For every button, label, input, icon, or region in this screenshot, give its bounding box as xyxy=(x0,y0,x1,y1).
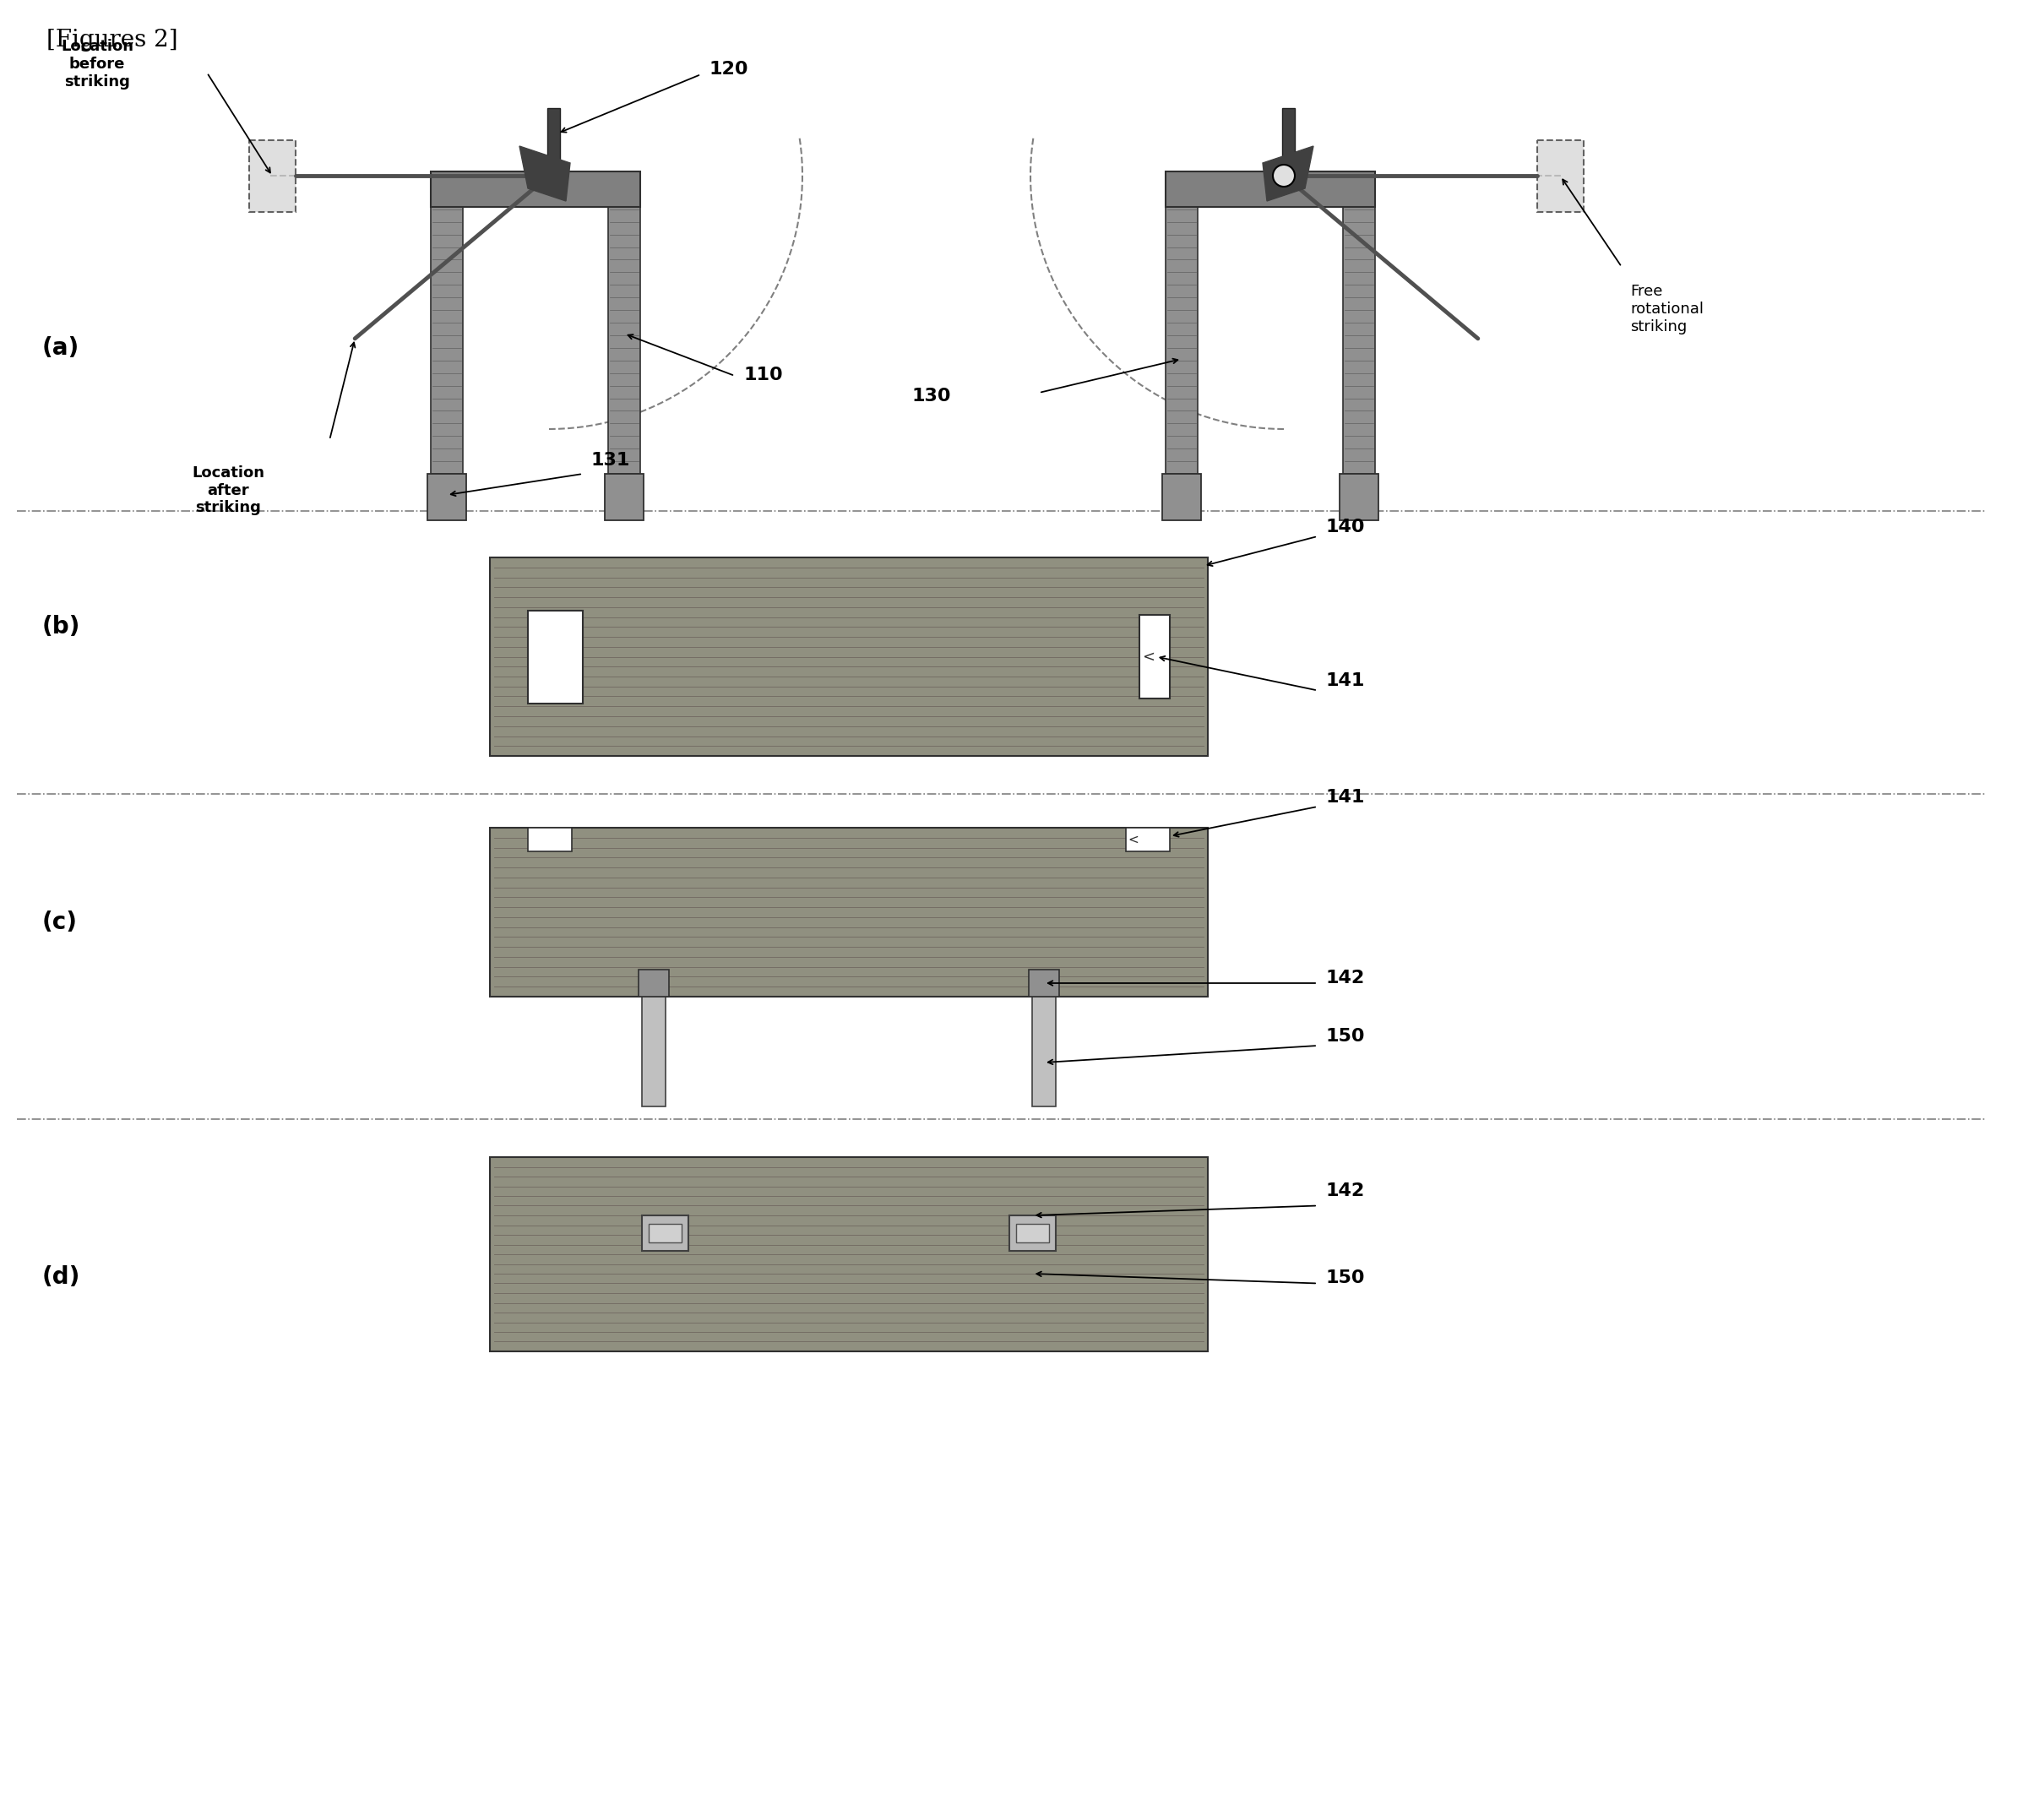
Bar xyxy=(1141,614,1169,699)
Bar xyxy=(648,1224,681,1242)
Text: 150: 150 xyxy=(1327,1028,1365,1044)
Circle shape xyxy=(1273,165,1294,186)
Text: Location
after
striking: Location after striking xyxy=(192,465,264,516)
Bar xyxy=(1010,1215,1057,1251)
Text: 142: 142 xyxy=(1327,970,1365,986)
Bar xyxy=(491,1157,1208,1352)
Bar xyxy=(1165,172,1198,474)
Text: 140: 140 xyxy=(1327,519,1365,536)
Text: <: < xyxy=(1128,833,1139,845)
Bar xyxy=(491,557,1208,757)
Bar xyxy=(491,827,1208,997)
Bar xyxy=(1165,172,1376,206)
Bar xyxy=(642,997,666,1106)
Text: Location
before
striking: Location before striking xyxy=(61,38,133,89)
Polygon shape xyxy=(1263,147,1314,201)
Text: 120: 120 xyxy=(709,62,748,78)
Circle shape xyxy=(538,165,560,186)
Text: 131: 131 xyxy=(591,452,630,469)
Text: 150: 150 xyxy=(1327,1271,1365,1287)
Text: 110: 110 xyxy=(744,367,783,384)
Bar xyxy=(427,474,466,519)
Text: (b): (b) xyxy=(43,615,80,639)
Circle shape xyxy=(1273,165,1294,186)
Bar xyxy=(249,139,296,212)
Bar xyxy=(548,109,560,172)
Bar xyxy=(1537,139,1584,212)
Bar xyxy=(1028,970,1059,997)
Bar xyxy=(642,1215,689,1251)
Bar xyxy=(605,474,644,519)
Text: 130: 130 xyxy=(912,387,950,405)
Bar xyxy=(431,172,462,474)
Text: 142: 142 xyxy=(1327,1182,1365,1200)
Text: <: < xyxy=(1143,650,1155,664)
Bar xyxy=(1032,997,1057,1106)
Text: 141: 141 xyxy=(1327,789,1365,805)
Text: Free
rotational
striking: Free rotational striking xyxy=(1631,284,1703,335)
Polygon shape xyxy=(519,147,570,201)
Bar xyxy=(638,970,668,997)
Text: 141: 141 xyxy=(1327,673,1365,690)
Text: (a): (a) xyxy=(43,337,80,360)
Bar xyxy=(431,172,640,206)
Bar xyxy=(527,827,572,851)
Text: (c): (c) xyxy=(43,910,78,934)
Bar xyxy=(1339,474,1378,519)
Bar xyxy=(609,172,640,474)
Bar xyxy=(1016,1224,1049,1242)
Bar xyxy=(527,610,583,702)
Text: [Figures 2]: [Figures 2] xyxy=(47,29,178,51)
Bar xyxy=(1343,172,1376,474)
Bar xyxy=(1163,474,1202,519)
Text: (d): (d) xyxy=(43,1265,80,1289)
Bar xyxy=(1126,827,1169,851)
Bar xyxy=(1282,109,1294,172)
